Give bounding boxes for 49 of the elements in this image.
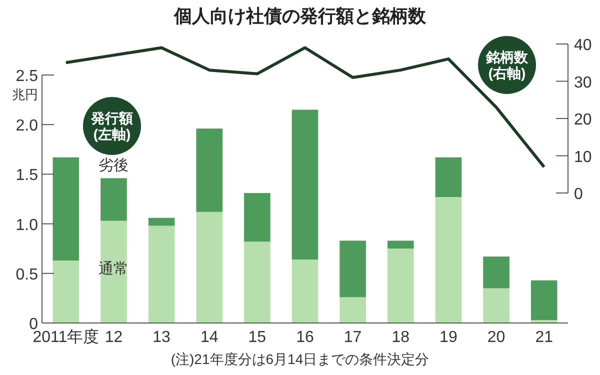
bar: [244, 193, 270, 242]
bar: [435, 197, 462, 323]
bar: [100, 178, 127, 221]
x-tick-label: 17: [344, 329, 362, 346]
x-tick-label: 13: [152, 329, 171, 346]
y-tick-label: 0.5: [16, 266, 38, 284]
x-tick-label: 2011年度: [32, 328, 100, 346]
x-tick-label: 16: [296, 329, 314, 346]
x-tick-label: 19: [440, 329, 458, 346]
bar: [148, 226, 175, 323]
bar: [530, 280, 558, 320]
bar: [148, 218, 175, 226]
y2-axis-title: 銘柄数(右軸): [485, 49, 529, 81]
x-tick-label: 21: [535, 329, 554, 346]
bar: [196, 128, 223, 212]
x-tick-label: 18: [392, 329, 410, 346]
text: (注)21年度分は6月14日までの条件決定分: [170, 351, 430, 367]
bar: [244, 242, 270, 323]
x-tick-label: 15: [248, 329, 266, 346]
bar: [340, 297, 366, 323]
bar: [52, 260, 80, 323]
y-tick-label: 2.0: [16, 118, 38, 135]
bar: [435, 157, 462, 198]
y2-tick-label: 40: [574, 37, 592, 54]
chart-title: 個人向け社債の発行額と銘柄数: [173, 6, 427, 26]
y2-tick-label: 10: [574, 148, 592, 166]
bar: [483, 288, 510, 323]
y2-tick-label: 30: [574, 74, 592, 92]
bar: [100, 220, 127, 323]
y-axis-title: 兆円: [12, 87, 38, 102]
x-tick-label: 14: [200, 329, 218, 346]
annotation: 発行額(左軸): [90, 110, 133, 142]
y-tick-label: 1.5: [16, 167, 38, 184]
series-label: 通常: [98, 260, 129, 278]
y2-tick-label: 20: [574, 112, 592, 128]
bar: [387, 248, 414, 323]
x-tick-label: 20: [487, 329, 506, 346]
series-label: 劣後: [98, 157, 129, 174]
y2-tick-label: 0: [574, 186, 583, 203]
y-tick-label: 1.0: [16, 216, 38, 234]
bar: [292, 260, 318, 323]
x-tick-label: 12: [104, 329, 123, 346]
y-tick-label: 2.5: [16, 68, 38, 85]
bar: [483, 256, 510, 288]
bar: [387, 240, 414, 249]
bar: [340, 240, 366, 298]
bar: [292, 110, 318, 260]
bar: [196, 212, 223, 323]
bar: [52, 157, 80, 261]
